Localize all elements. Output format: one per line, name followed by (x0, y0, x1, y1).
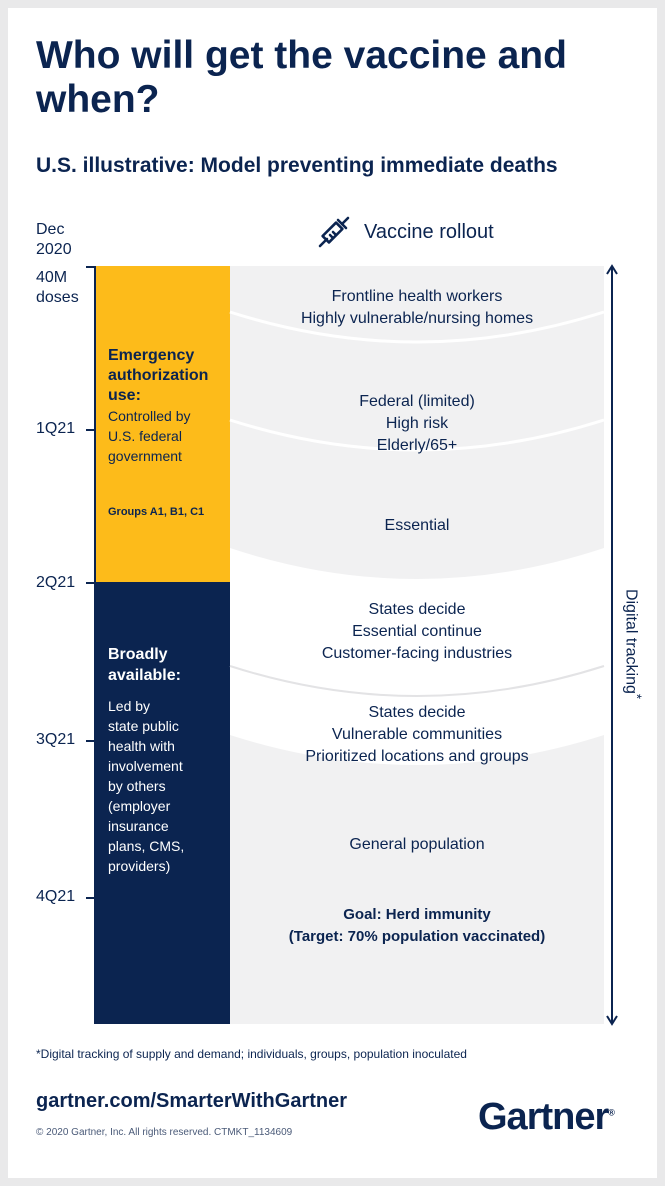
stage-line: Federal (limited) (359, 393, 475, 410)
page-title: Who will get the vaccine and when? (36, 34, 567, 121)
body-line: plans, CMS, (108, 838, 185, 854)
copyright: © 2020 Gartner, Inc. All rights reserved… (36, 1127, 293, 1138)
body-line: government (108, 448, 182, 464)
timeline-tick (86, 740, 96, 742)
stage-line: Frontline health workers (331, 288, 503, 305)
stage-line: High risk (385, 415, 449, 432)
broad-phase-block: Broadly available: Led by state public h… (96, 582, 230, 1024)
stage-line: States decide (368, 601, 466, 618)
emergency-phase-body: Controlled by U.S. federal government (108, 406, 224, 466)
heading-line: available: (108, 667, 181, 684)
gartner-logo: Gartner® (478, 1096, 615, 1139)
emergency-phase-block: Emergency authorization use: Controlled … (96, 266, 230, 582)
body-line: (employer (108, 798, 171, 814)
stage-goal: Goal: Herd immunity (Target: 70% populat… (230, 904, 604, 948)
stage-line: Prioritized locations and groups (305, 748, 529, 765)
body-line: insurance (108, 818, 169, 834)
emergency-groups-label: Groups A1, B1, C1 (108, 506, 205, 518)
tick-label-1q21: 1Q21 (36, 420, 76, 437)
body-line: U.S. federal (108, 428, 182, 444)
broad-phase-text: Broadly available: Led by state public h… (108, 644, 224, 876)
stage-divider (229, 310, 605, 344)
stage-states-essential: States decide Essential continue Custome… (230, 599, 604, 665)
website-link[interactable]: gartner.com/SmarterWithGartner (36, 1090, 348, 1112)
syringe-icon (318, 216, 350, 248)
body-line: state public (108, 718, 179, 734)
stage-line: Vulnerable communities (331, 726, 503, 743)
tick-label-4q21: 4Q21 (36, 888, 76, 905)
stage-divider (229, 418, 605, 452)
timeline-tick (86, 897, 96, 899)
heading-line: authorization (108, 367, 209, 384)
timeline-tick (86, 429, 96, 431)
stage-line: Highly vulnerable/nursing homes (300, 310, 534, 327)
emergency-phase-text: Emergency authorization use: Controlled … (108, 346, 224, 466)
body-line: Controlled by (108, 408, 191, 424)
body-line: Led by (108, 698, 151, 714)
stage-frontline: Frontline health workers Highly vulnerab… (230, 286, 604, 330)
logo-mark: ® (608, 1107, 615, 1118)
stage-general-population: General population (230, 834, 604, 856)
heading-line: Emergency (108, 347, 195, 364)
stage-line: States decide (368, 704, 466, 721)
rollout-panel-federal (230, 266, 604, 582)
timeline-axis (94, 266, 96, 1024)
stage-line: Customer-facing industries (321, 645, 513, 662)
rollout-title: Vaccine rollout (364, 220, 494, 243)
body-line: by others (108, 778, 166, 794)
timeline-tick (86, 582, 96, 584)
timeline-start-year: 2020 (36, 241, 72, 258)
stage-states-vulnerable: States decide Vulnerable communities Pri… (230, 702, 604, 768)
stage-divider (229, 665, 605, 697)
rollout-panel-general (230, 735, 604, 1024)
body-line: providers) (108, 858, 171, 874)
emergency-phase-heading: Emergency authorization use: (108, 346, 224, 406)
rollout-panel-states (230, 548, 604, 760)
footnote: *Digital tracking of supply and demand; … (36, 1047, 467, 1061)
tick-label-3q21: 3Q21 (36, 731, 76, 748)
timeline-start-month: Dec (36, 221, 65, 238)
tracking-label: Digital tracking* (621, 589, 644, 699)
doses-count: 40M (36, 269, 68, 286)
timeline-tick (86, 266, 96, 268)
logo-text: Gartner (478, 1096, 609, 1138)
doses-unit: doses (36, 289, 79, 306)
stage-line: Elderly/65+ (376, 437, 458, 454)
stage-line: Essential continue (352, 623, 482, 640)
rollout-header: Vaccine rollout (316, 214, 494, 250)
goal-line: Goal: Herd immunity (343, 906, 491, 923)
stage-essential: Essential (230, 515, 604, 537)
goal-line: (Target: 70% population vaccinated) (288, 928, 546, 945)
broad-phase-body: Led by state public health with involvem… (108, 696, 224, 876)
tracking-asterisk: * (629, 693, 645, 700)
body-line: involvement (108, 758, 183, 774)
tick-label-2q21: 2Q21 (36, 574, 76, 591)
page-subtitle: U.S. illustrative: Model preventing imme… (36, 154, 558, 177)
stage-federal: Federal (limited) High risk Elderly/65+ (230, 391, 604, 457)
stage-line: General population (349, 836, 485, 853)
stage-line: Essential (384, 517, 450, 534)
timeline-start-label: Dec 2020 (36, 220, 72, 260)
tracking-arrow (606, 264, 618, 1026)
broad-phase-heading: Broadly available: (108, 644, 224, 686)
heading-line: Broadly (108, 646, 168, 663)
timeline-doses-label: 40M doses (36, 268, 79, 308)
heading-line: use: (108, 387, 141, 404)
body-line: health with (108, 738, 175, 754)
tracking-label-text: Digital tracking (622, 588, 640, 694)
